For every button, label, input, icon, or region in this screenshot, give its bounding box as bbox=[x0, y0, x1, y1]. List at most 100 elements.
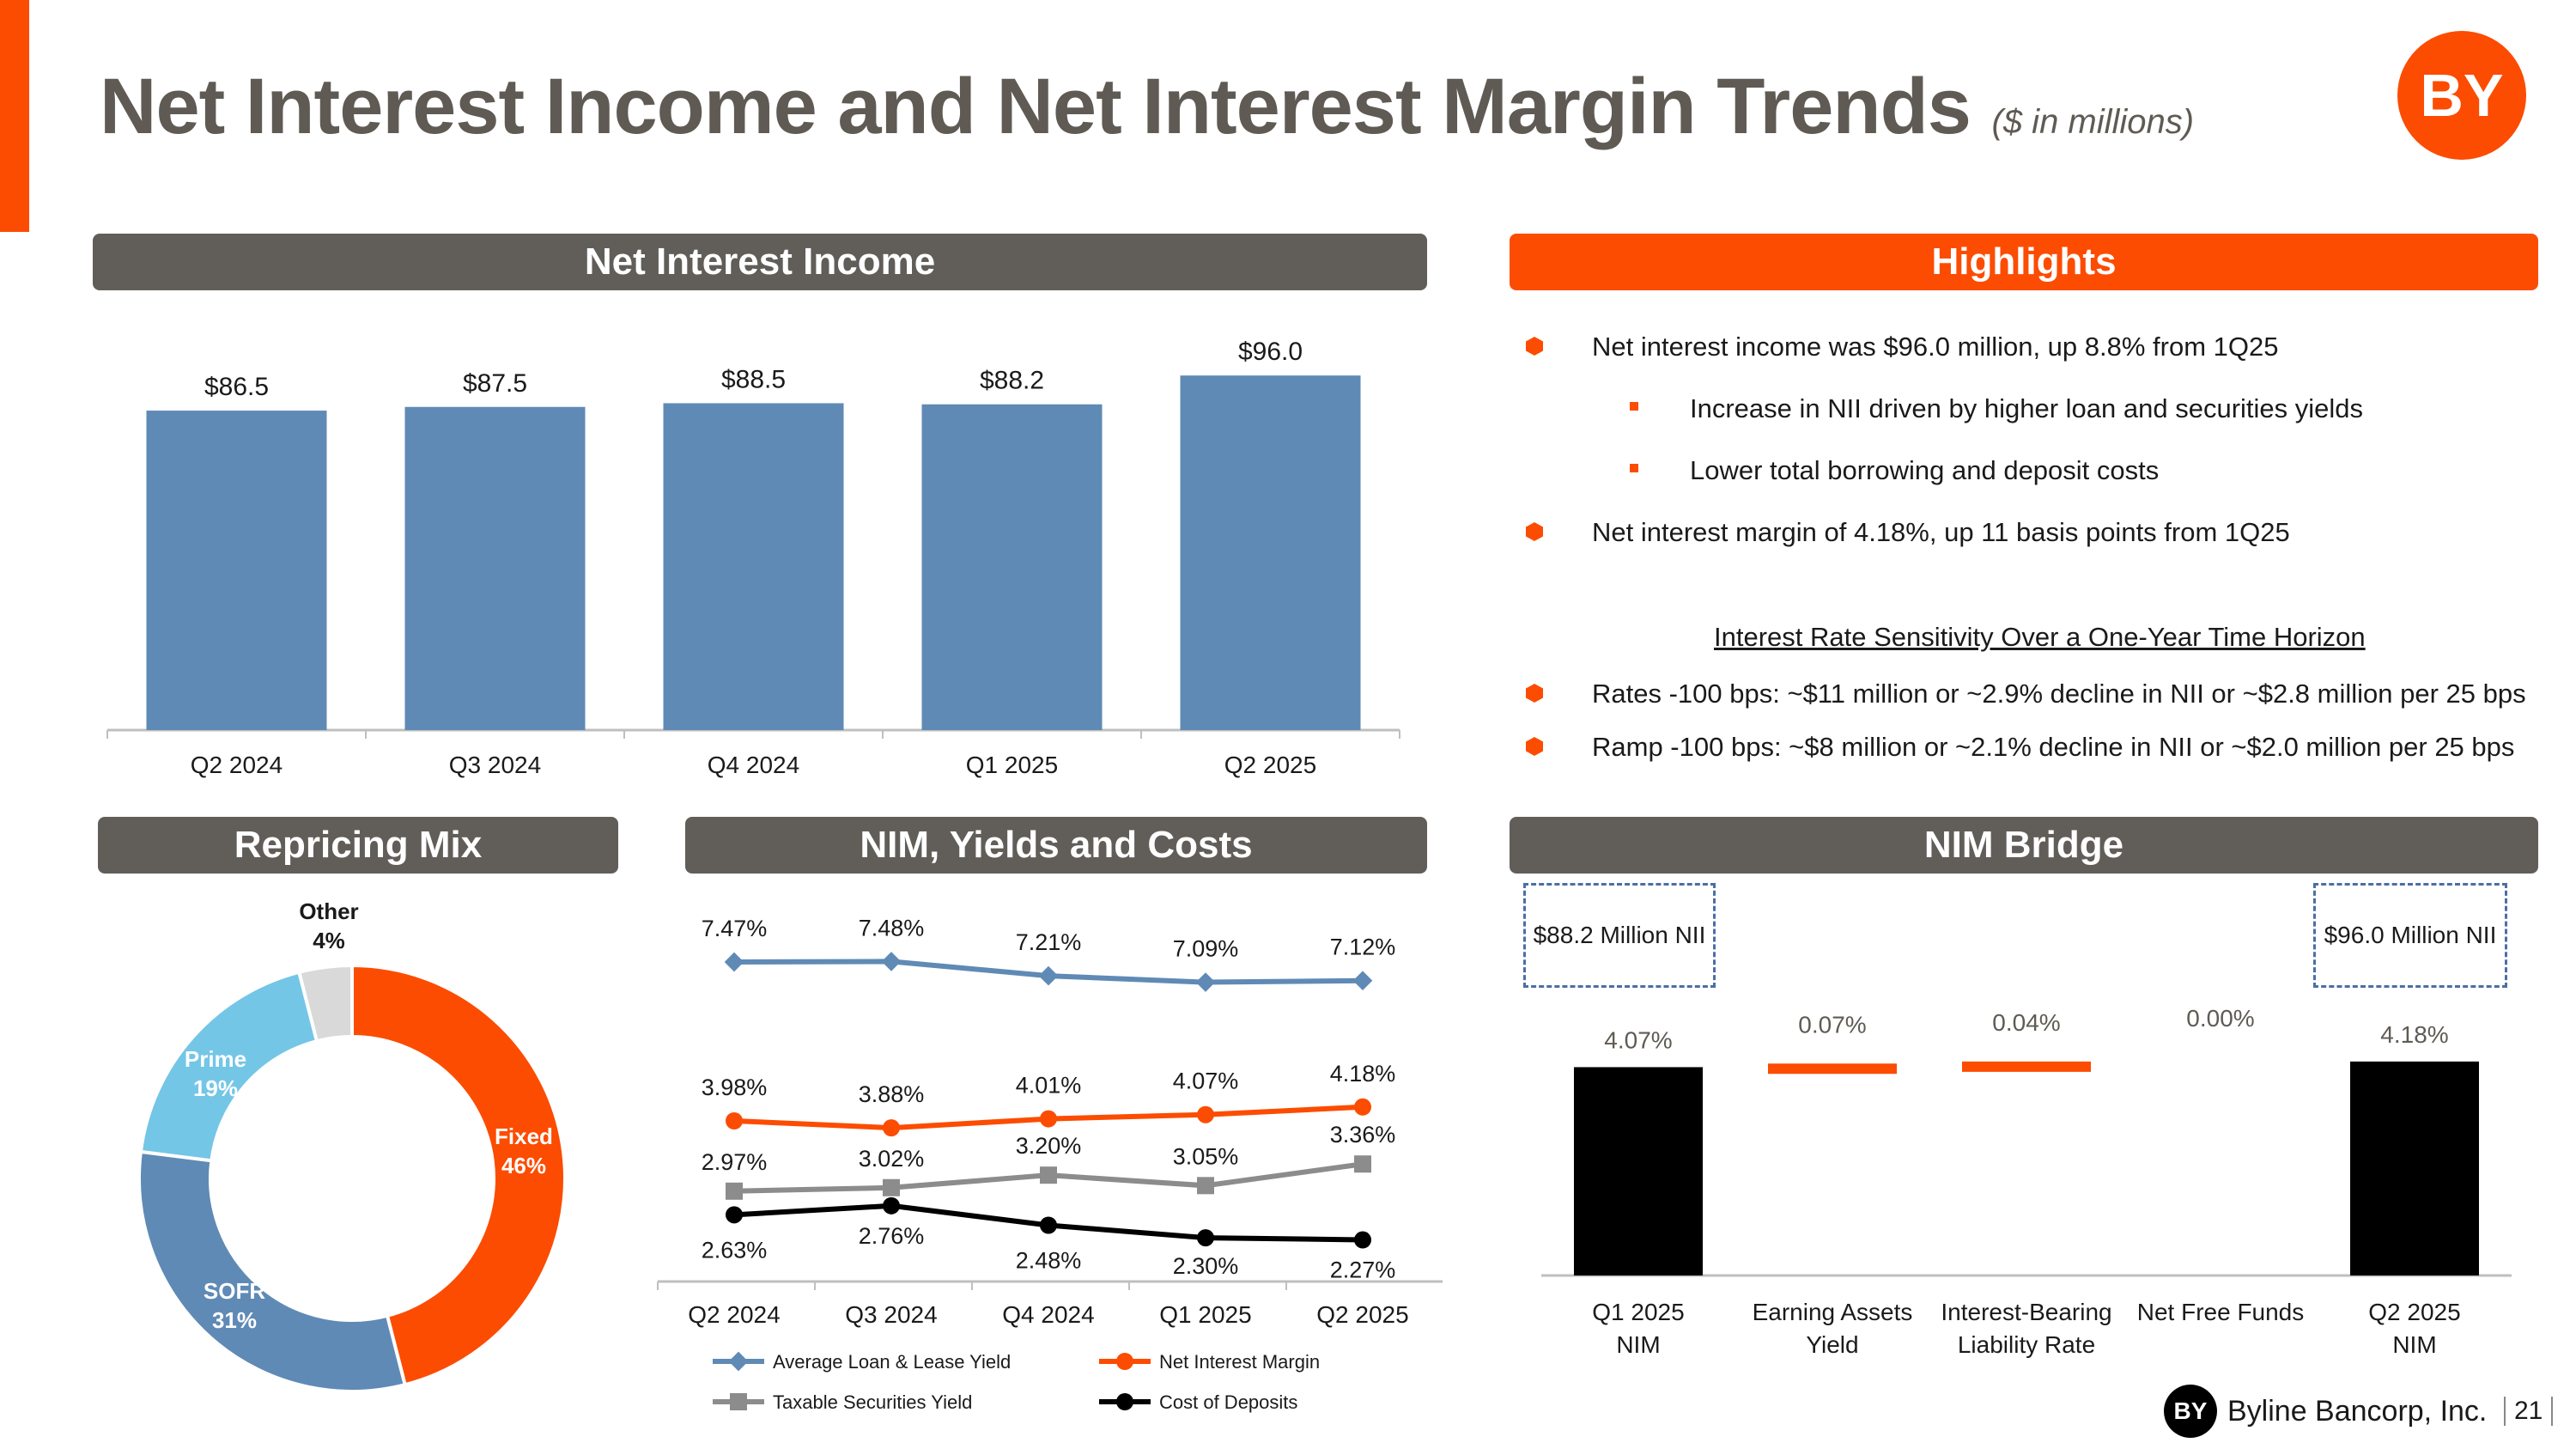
line-x-tick-label: Q2 2025 bbox=[1316, 1301, 1408, 1328]
sensitivity-title: Interest Rate Sensitivity Over a One-Yea… bbox=[1714, 622, 2366, 652]
highlight-item: Net interest income was $96.0 million, u… bbox=[1592, 332, 2279, 362]
series-point bbox=[1197, 1229, 1214, 1247]
bridge-bar bbox=[1768, 1063, 1897, 1075]
series-data-label: 2.63% bbox=[702, 1237, 768, 1263]
bullet-icon bbox=[1526, 522, 1543, 541]
slice-label: Prime bbox=[185, 1046, 246, 1072]
series-data-label: 2.76% bbox=[859, 1223, 925, 1249]
bridge-data-label: 4.07% bbox=[1604, 1026, 1672, 1053]
series-point bbox=[726, 1112, 743, 1129]
series-point bbox=[1354, 1231, 1371, 1249]
series-data-label: 2.30% bbox=[1173, 1253, 1239, 1279]
slice-label: SOFR bbox=[204, 1278, 265, 1304]
footer-logo: BY Byline Bancorp, Inc. bbox=[2164, 1385, 2487, 1438]
nii-x-tick-label: Q2 2024 bbox=[191, 752, 283, 778]
nii-bar bbox=[146, 411, 327, 730]
sub-bullet-icon bbox=[1630, 402, 1638, 411]
legend-marker bbox=[1116, 1393, 1133, 1410]
bridge-x-tick-label: Interest-Bearing Liability Rate bbox=[1941, 1299, 2111, 1358]
nim-panel-header: NIM, Yields and Costs bbox=[685, 817, 1427, 874]
legend-marker bbox=[1116, 1353, 1133, 1370]
series-data-label: 7.48% bbox=[859, 915, 925, 941]
donut-slice-fixed bbox=[350, 963, 567, 1387]
nii-bar bbox=[921, 404, 1103, 730]
highlight-subitem: Increase in NII driven by higher loan an… bbox=[1690, 393, 2364, 423]
series-point bbox=[724, 952, 744, 972]
nii-bar bbox=[663, 403, 844, 730]
series-data-label: 4.07% bbox=[1173, 1068, 1239, 1094]
series-data-label: 3.36% bbox=[1330, 1122, 1396, 1148]
bridge-x-tick-label: Q1 2025 NIM bbox=[1592, 1299, 1684, 1358]
nii-x-tick-label: Q2 2025 bbox=[1224, 752, 1316, 778]
repricing-donut-chart: Fixed 46% SOFR 31% Prime 19% Other 4% bbox=[137, 898, 567, 1393]
nii-bar bbox=[404, 406, 586, 730]
sensitivity-item: Ramp -100 bps: ~$8 million or ~2.1% decl… bbox=[1592, 732, 2515, 762]
nii-bar-chart: $86.5 Q2 2024 $87.5 Q3 2024 $88.5 Q4 2024 $88.… bbox=[106, 338, 1400, 778]
company-logo: BY bbox=[2397, 31, 2526, 160]
slice-label: Other bbox=[299, 898, 358, 924]
series-data-label: 4.01% bbox=[1016, 1073, 1082, 1099]
series-point bbox=[883, 1119, 900, 1137]
nii-x-tick-label: Q1 2025 bbox=[966, 752, 1058, 778]
legend-marker bbox=[730, 1393, 747, 1410]
annotation-box-q1: $88.2 Million NII bbox=[1523, 883, 1716, 988]
series-point bbox=[1354, 1098, 1371, 1116]
bridge-bar bbox=[1574, 1067, 1703, 1275]
nii-bar-label: $86.5 bbox=[204, 373, 269, 401]
series-point bbox=[1195, 972, 1216, 992]
series-point bbox=[1197, 1177, 1214, 1195]
legend-label: Cost of Deposits bbox=[1159, 1391, 1297, 1413]
nim-line-chart: Q2 2024 Q3 2024 Q4 2024 Q1 2025 Q2 2025 7.47%… bbox=[657, 915, 1443, 1413]
line-x-tick-label: Q1 2025 bbox=[1159, 1301, 1251, 1328]
slice-percent: 4% bbox=[313, 928, 345, 953]
series-point bbox=[726, 1182, 743, 1200]
series-point bbox=[1197, 1105, 1214, 1123]
repricing-panel-header: Repricing Mix bbox=[98, 817, 618, 874]
footer-mark: BY bbox=[2164, 1385, 2217, 1438]
bullet-icon bbox=[1526, 684, 1543, 703]
legend-label: Taxable Securities Yield bbox=[773, 1391, 972, 1413]
accent-bar bbox=[0, 0, 29, 232]
nii-x-tick-label: Q3 2024 bbox=[449, 752, 541, 778]
bridge-data-label: 0.04% bbox=[1992, 1009, 2060, 1036]
series-data-label: 2.48% bbox=[1016, 1248, 1082, 1274]
bridge-data-label: 0.07% bbox=[1798, 1011, 1866, 1038]
series-data-label: 7.47% bbox=[702, 916, 768, 941]
series-point bbox=[883, 1196, 900, 1215]
bridge-x-tick-label: Earning Assets Yield bbox=[1753, 1299, 1913, 1358]
series-data-label: 4.18% bbox=[1330, 1061, 1396, 1087]
nii-bar-label: $87.5 bbox=[463, 369, 527, 398]
series-point bbox=[726, 1206, 743, 1224]
legend-label: Net Interest Margin bbox=[1159, 1351, 1320, 1373]
legend-label: Average Loan & Lease Yield bbox=[773, 1351, 1011, 1373]
page-number: 21 bbox=[2504, 1397, 2554, 1426]
bridge-panel-header: NIM Bridge bbox=[1510, 817, 2538, 874]
highlights-panel-header: Highlights bbox=[1510, 234, 2538, 290]
donut-slice-other bbox=[296, 963, 354, 1044]
slice-percent: 31% bbox=[212, 1307, 257, 1333]
series-data-label: 3.02% bbox=[859, 1146, 925, 1172]
series-data-label: 7.21% bbox=[1016, 929, 1082, 955]
nii-bar bbox=[1180, 375, 1361, 730]
slice-label: Fixed bbox=[495, 1123, 553, 1149]
series-data-label: 3.98% bbox=[702, 1075, 768, 1100]
nim-bridge-chart: 4.07% 0.07% 0.04% 0.00% 4.18% Q1 2025 NIM Earni… bbox=[1541, 1005, 2512, 1358]
series-data-label: 3.05% bbox=[1173, 1143, 1239, 1169]
page-title: Net Interest Income and Net Interest Mar… bbox=[100, 63, 2195, 150]
series-point bbox=[1040, 1166, 1057, 1184]
bridge-x-tick-label: Net Free Funds bbox=[2137, 1299, 2305, 1325]
highlight-subitem: Lower total borrowing and deposit costs bbox=[1690, 455, 2160, 485]
series-point bbox=[1040, 1216, 1057, 1234]
series-point bbox=[881, 952, 902, 971]
series-point bbox=[883, 1178, 900, 1196]
series-data-label: 3.88% bbox=[859, 1081, 925, 1107]
nii-x-tick-label: Q4 2024 bbox=[708, 752, 799, 778]
nii-bar-label: $88.2 bbox=[980, 367, 1044, 395]
line-x-tick-label: Q3 2024 bbox=[845, 1301, 937, 1328]
bullet-icon bbox=[1526, 737, 1543, 756]
slice-percent: 19% bbox=[193, 1075, 238, 1101]
highlight-item: Net interest margin of 4.18%, up 11 basi… bbox=[1592, 517, 2290, 547]
nii-bar-label: $96.0 bbox=[1238, 338, 1303, 366]
bridge-data-label: 0.00% bbox=[2186, 1005, 2254, 1032]
series-point bbox=[1354, 1155, 1371, 1173]
